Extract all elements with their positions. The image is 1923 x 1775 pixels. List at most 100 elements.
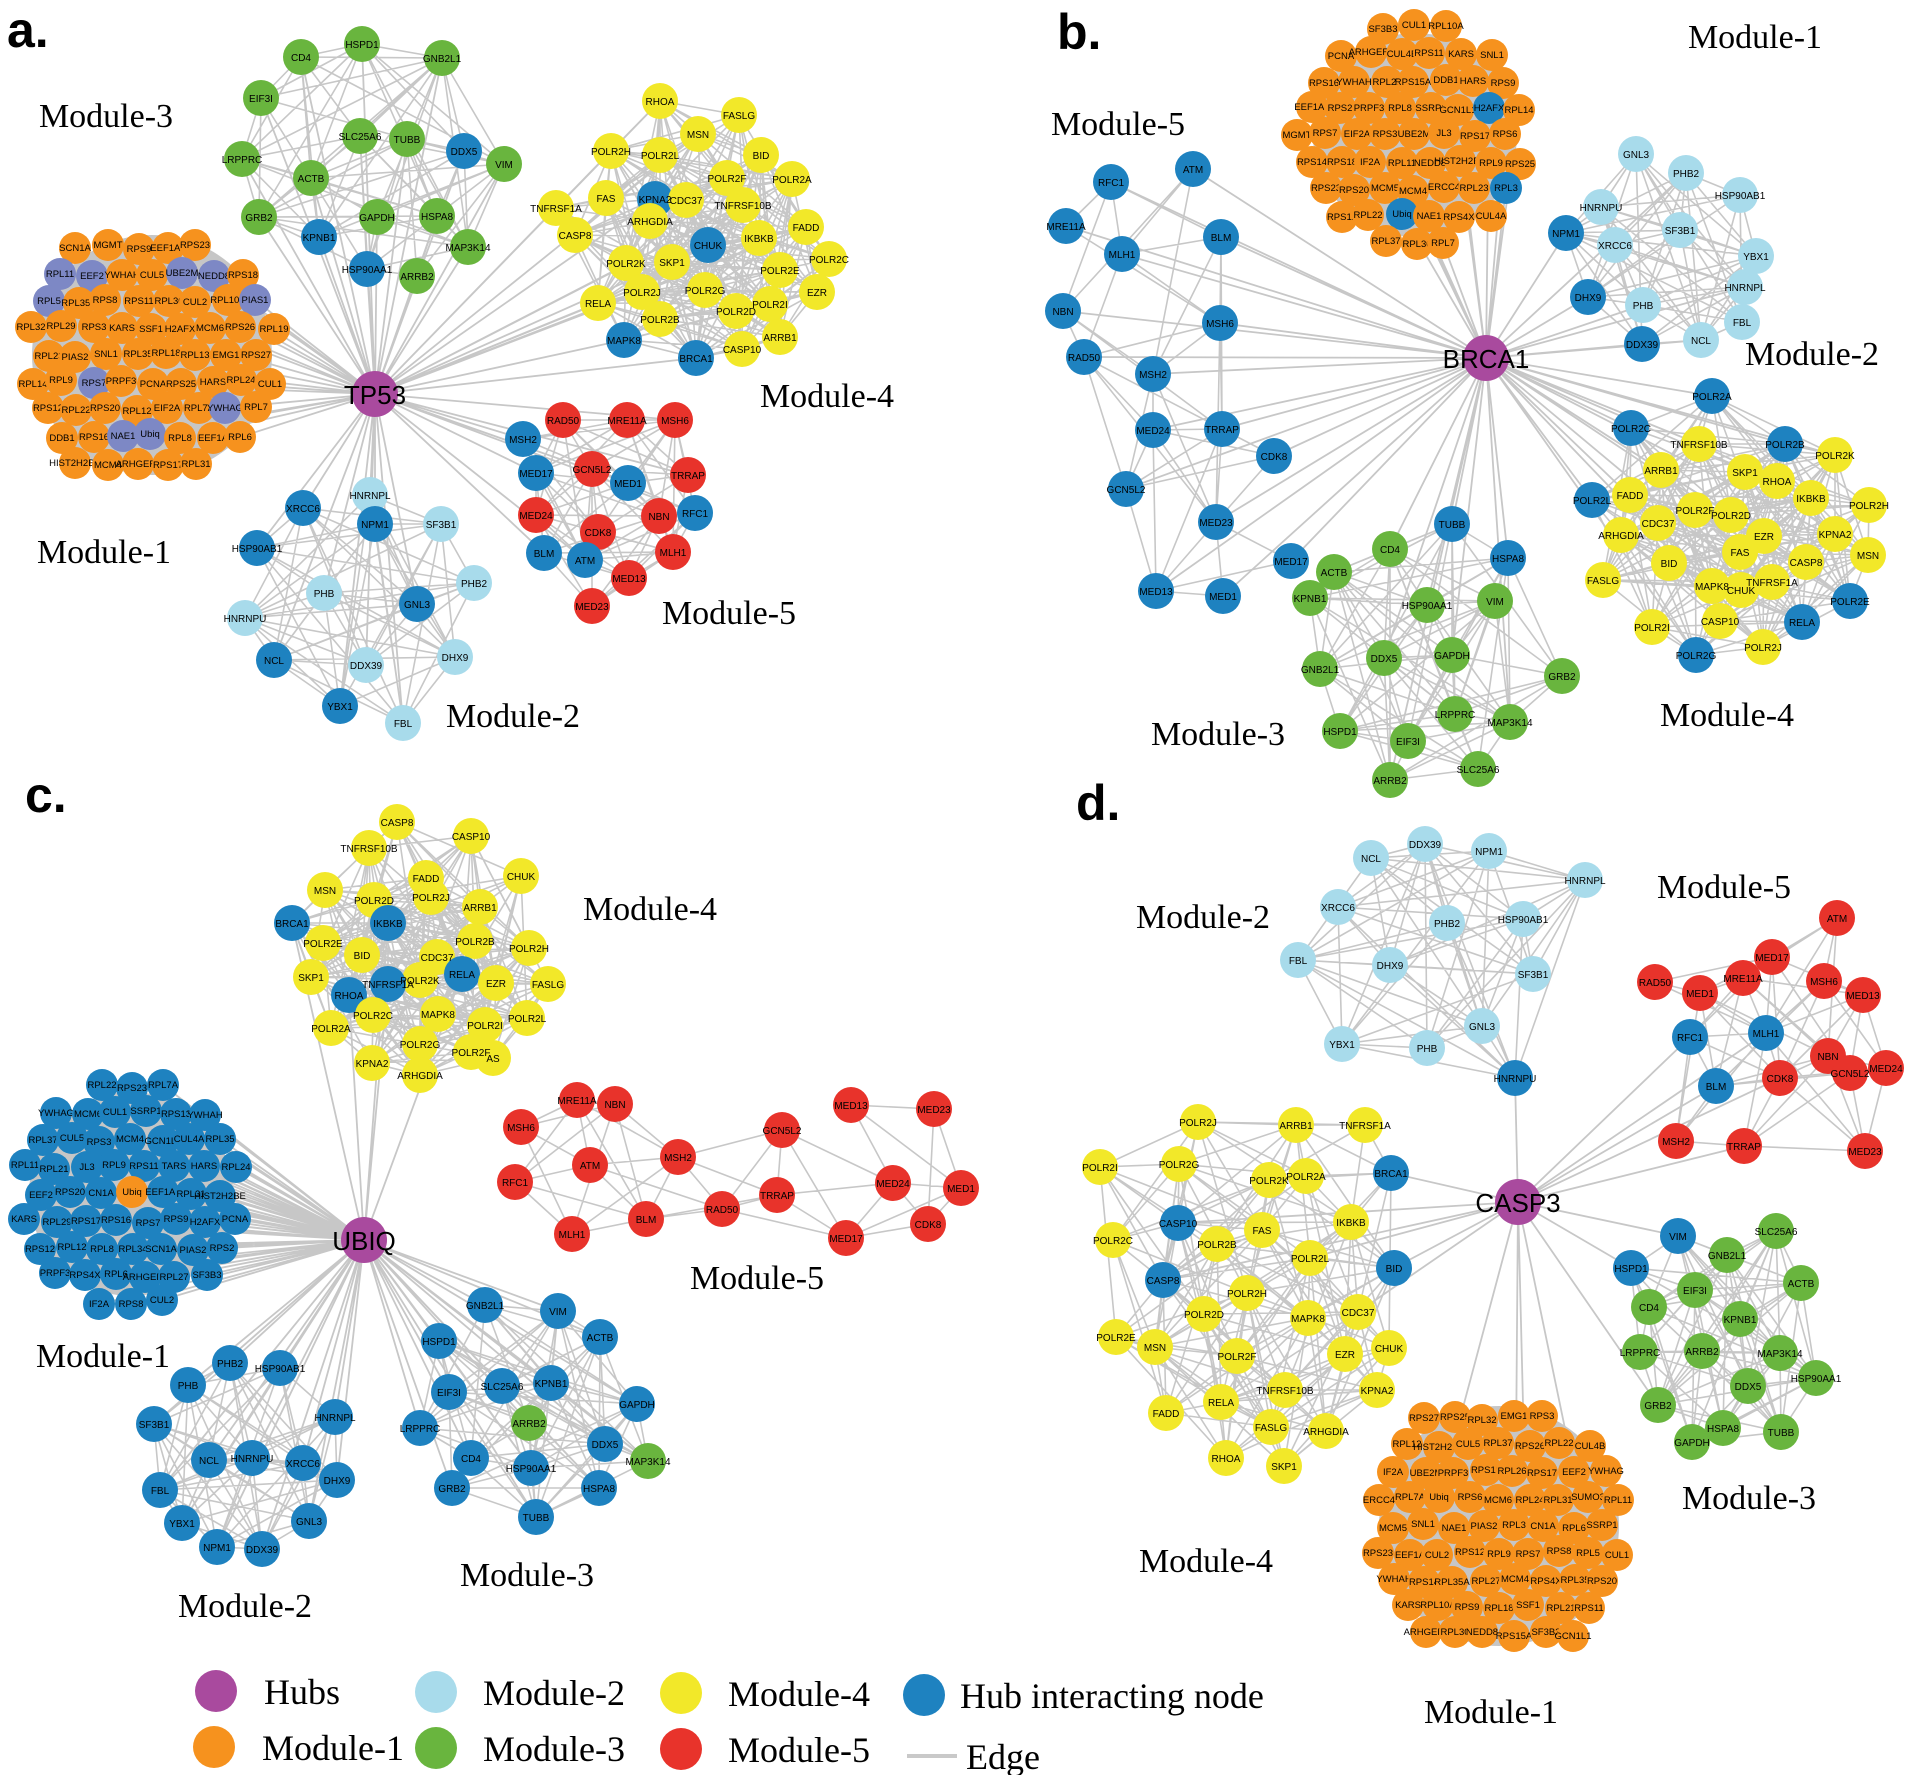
svg-text:SF3B3: SF3B3 <box>1368 24 1397 35</box>
svg-text:DDX39: DDX39 <box>246 1545 279 1556</box>
svg-text:ARRB2: ARRB2 <box>512 1419 546 1430</box>
svg-text:RPS17: RPS17 <box>1460 131 1490 142</box>
svg-text:MAPK8: MAPK8 <box>1291 1314 1325 1325</box>
svg-text:RPL10A: RPL10A <box>1428 21 1464 32</box>
svg-text:FADD: FADD <box>1617 491 1644 502</box>
svg-text:SSRP1: SSRP1 <box>130 1106 161 1117</box>
svg-text:RPL22: RPL22 <box>1353 210 1382 221</box>
svg-text:NBN: NBN <box>604 1100 625 1111</box>
svg-text:RPL9: RPL9 <box>102 1160 126 1171</box>
svg-text:RPS4X: RPS4X <box>1530 1576 1562 1587</box>
svg-text:HSPD1: HSPD1 <box>422 1337 456 1348</box>
svg-text:CASP8: CASP8 <box>559 231 592 242</box>
svg-text:RPS16: RPS16 <box>101 1215 131 1226</box>
svg-text:d.: d. <box>1076 775 1120 831</box>
svg-text:Ubiq: Ubiq <box>1429 1492 1449 1503</box>
svg-text:UBE2M: UBE2M <box>1410 1468 1443 1479</box>
svg-text:HSPA8: HSPA8 <box>583 1484 615 1495</box>
svg-text:GCN5L2: GCN5L2 <box>1831 1069 1870 1080</box>
svg-text:TRRAP: TRRAP <box>1205 425 1239 436</box>
svg-text:RPL37: RPL37 <box>1371 236 1400 247</box>
svg-text:LRPPRC: LRPPRC <box>400 1424 441 1435</box>
svg-text:TNFRSF10B: TNFRSF10B <box>1256 1386 1314 1397</box>
svg-text:RPS17: RPS17 <box>153 460 183 471</box>
svg-text:MED13: MED13 <box>612 574 646 585</box>
svg-text:MED17: MED17 <box>829 1234 863 1245</box>
svg-text:RFC1: RFC1 <box>682 509 709 520</box>
svg-text:RPL3: RPL3 <box>1494 183 1518 194</box>
svg-text:GNB2L1: GNB2L1 <box>466 1301 505 1312</box>
svg-text:POLR2B: POLR2B <box>1197 1240 1237 1251</box>
svg-text:PHB: PHB <box>178 1381 199 1392</box>
svg-text:HSP90AA1: HSP90AA1 <box>1791 1374 1842 1385</box>
svg-text:JL3: JL3 <box>79 1162 94 1173</box>
svg-text:RPS8: RPS8 <box>1547 1546 1572 1557</box>
svg-text:POLR2G: POLR2G <box>1159 1160 1200 1171</box>
svg-text:IKBKB: IKBKB <box>1796 494 1826 505</box>
svg-text:EZR: EZR <box>807 288 827 299</box>
svg-text:RPS11: RPS11 <box>129 1161 158 1172</box>
svg-text:RPS20: RPS20 <box>55 1187 85 1198</box>
svg-text:POLR2I: POLR2I <box>467 1021 503 1032</box>
svg-text:HSP90AB1: HSP90AB1 <box>1715 191 1766 202</box>
svg-text:RPL35A: RPL35A <box>61 298 97 309</box>
svg-text:RPL37: RPL37 <box>28 1135 57 1146</box>
svg-text:FASLG: FASLG <box>723 111 755 122</box>
svg-text:ATM: ATM <box>580 1161 600 1172</box>
svg-text:POLR2E: POLR2E <box>1096 1333 1136 1344</box>
svg-text:RHOA: RHOA <box>646 97 675 108</box>
svg-text:RPL30: RPL30 <box>1402 239 1431 250</box>
svg-text:DDX39: DDX39 <box>350 661 383 672</box>
svg-text:CASP3: CASP3 <box>1475 1188 1560 1218</box>
svg-text:RPL11: RPL11 <box>1604 1495 1632 1506</box>
svg-text:DHX9: DHX9 <box>1377 961 1404 972</box>
svg-text:RPS12: RPS12 <box>25 1244 55 1255</box>
svg-text:RPL5: RPL5 <box>1576 1548 1600 1559</box>
svg-text:RPS26: RPS26 <box>225 322 255 333</box>
svg-text:RPS14: RPS14 <box>1409 1577 1439 1588</box>
svg-text:RHOA: RHOA <box>335 991 364 1002</box>
svg-text:MSH6: MSH6 <box>507 1123 535 1134</box>
svg-text:HSP90AA1: HSP90AA1 <box>1402 601 1453 612</box>
svg-text:HARS: HARS <box>191 1161 217 1172</box>
svg-text:EEF2: EEF2 <box>29 1190 53 1201</box>
svg-text:NAE1: NAE1 <box>111 431 136 442</box>
svg-text:DDX5: DDX5 <box>1371 654 1398 665</box>
svg-text:GCN1L1: GCN1L1 <box>145 1136 182 1147</box>
svg-text:POLR2G: POLR2G <box>685 286 726 297</box>
svg-text:RAD50: RAD50 <box>1068 353 1101 364</box>
svg-text:HNRNPU: HNRNPU <box>1494 1074 1537 1085</box>
svg-text:RHOA: RHOA <box>1212 1454 1241 1465</box>
svg-text:XRCC6: XRCC6 <box>286 504 320 515</box>
svg-text:BLM: BLM <box>1706 1082 1727 1093</box>
svg-text:HSPA8: HSPA8 <box>1492 554 1524 565</box>
svg-text:SF3B1: SF3B1 <box>1518 970 1549 981</box>
svg-text:DHX9: DHX9 <box>324 1476 351 1487</box>
svg-text:CDK8: CDK8 <box>1261 452 1288 463</box>
svg-text:c.: c. <box>25 767 67 823</box>
svg-text:NEDD8: NEDD8 <box>1466 1627 1498 1638</box>
svg-text:MED23: MED23 <box>1848 1147 1882 1158</box>
svg-text:HNRNPL: HNRNPL <box>1564 876 1606 887</box>
svg-text:NCL: NCL <box>264 656 284 667</box>
svg-text:YWHAH: YWHAH <box>1376 1574 1412 1585</box>
svg-text:RPL27: RPL27 <box>159 1272 188 1283</box>
svg-text:GRB2: GRB2 <box>1644 1401 1672 1412</box>
svg-text:ATM: ATM <box>1183 165 1203 176</box>
svg-text:LRPPRC: LRPPRC <box>1620 1348 1661 1359</box>
svg-text:IKBKB: IKBKB <box>1336 1218 1366 1229</box>
svg-text:CDC37: CDC37 <box>1342 1308 1375 1319</box>
svg-text:FAS: FAS <box>1731 548 1750 559</box>
svg-text:RPL11: RPL11 <box>11 1160 39 1171</box>
svg-text:SF3B1: SF3B1 <box>139 1420 170 1431</box>
svg-text:ARHGDIA: ARHGDIA <box>397 1071 443 1082</box>
svg-text:TUBB: TUBB <box>394 135 421 146</box>
svg-text:PIAS2: PIAS2 <box>180 1245 207 1256</box>
svg-text:PIAS1: PIAS1 <box>242 295 269 306</box>
svg-text:Module-5: Module-5 <box>728 1730 870 1770</box>
svg-text:MSH6: MSH6 <box>1810 977 1838 988</box>
svg-text:KARS: KARS <box>1448 49 1474 60</box>
svg-text:HIST2H2BE: HIST2H2BE <box>1434 156 1486 167</box>
svg-text:TNFRSF1A: TNFRSF1A <box>1339 1121 1391 1132</box>
svg-text:RPL24: RPL24 <box>226 375 255 386</box>
